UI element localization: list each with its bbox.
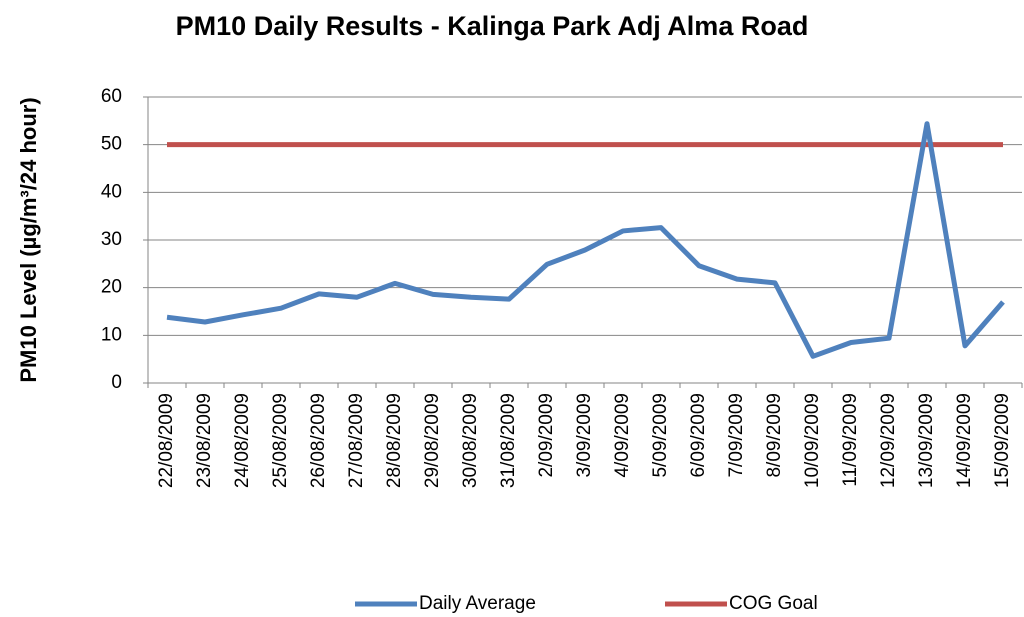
y-tick-label: 20 bbox=[101, 277, 122, 298]
x-tick-label: 3/09/2009 bbox=[574, 393, 595, 478]
x-tick-label: 8/09/2009 bbox=[764, 393, 785, 478]
x-tick-label: 13/09/2009 bbox=[916, 393, 937, 488]
x-tick-label: 25/08/2009 bbox=[270, 393, 291, 488]
x-tick-label: 31/08/2009 bbox=[498, 393, 519, 488]
x-tick-label: 6/09/2009 bbox=[688, 393, 709, 478]
y-axis-label: PM10 Level (µg/m³/24 hour) bbox=[16, 97, 41, 382]
x-tick-label: 12/09/2009 bbox=[878, 393, 899, 488]
y-tick-label: 40 bbox=[101, 181, 122, 202]
y-tick-label: 10 bbox=[101, 324, 122, 345]
x-tick-label: 5/09/2009 bbox=[650, 393, 671, 478]
x-tick-label: 22/08/2009 bbox=[156, 393, 177, 488]
data-line bbox=[166, 121, 1005, 359]
x-tick-label: 2/09/2009 bbox=[536, 393, 557, 478]
x-tick-label: 4/09/2009 bbox=[612, 393, 633, 478]
y-tick-label: 60 bbox=[101, 86, 122, 107]
x-tick-label: 15/09/2009 bbox=[992, 393, 1013, 488]
y-tick-label: 50 bbox=[101, 134, 122, 155]
y-tick-label: 0 bbox=[111, 372, 122, 393]
x-tick-label: 10/09/2009 bbox=[802, 393, 823, 488]
x-tick-label: 30/08/2009 bbox=[460, 393, 481, 488]
x-tick-label: 11/09/2009 bbox=[840, 393, 861, 487]
legend-label: COG Goal bbox=[729, 593, 818, 614]
x-tick-label: 24/08/2009 bbox=[232, 393, 253, 488]
y-tick-label: 30 bbox=[101, 229, 122, 250]
x-tick-label: 28/08/2009 bbox=[384, 393, 405, 488]
x-tick-label: 29/08/2009 bbox=[422, 393, 443, 488]
x-tick-label: 26/08/2009 bbox=[308, 393, 329, 488]
chart-title: PM10 Daily Results - Kalinga Park Adj Al… bbox=[176, 11, 809, 41]
legend-label: Daily Average bbox=[419, 593, 536, 614]
x-tick-label: 14/09/2009 bbox=[954, 393, 975, 488]
x-tick-label: 27/08/2009 bbox=[346, 393, 367, 488]
x-tick-label: 7/09/2009 bbox=[726, 393, 747, 478]
x-tick-label: 23/08/2009 bbox=[194, 393, 215, 488]
